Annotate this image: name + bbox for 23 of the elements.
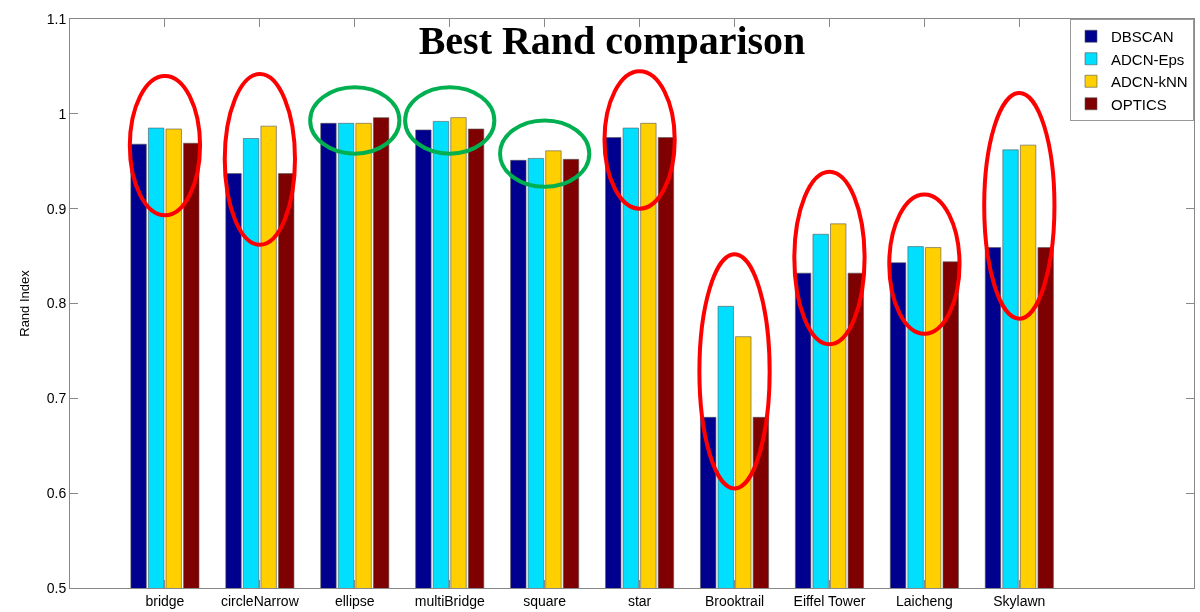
y-tick-label: 0.8 (46, 295, 67, 312)
x-tick-label: bridge (145, 592, 185, 609)
y-tick-label: 0.6 (46, 485, 67, 502)
x-tick-label: square (523, 592, 567, 609)
legend-label: OPTICS (1111, 95, 1167, 113)
legend-label: DBSCAN (1111, 28, 1174, 46)
x-tick-label: ellipse (334, 592, 375, 609)
y-tick-label: 1 (58, 105, 67, 122)
x-tick-label: Eiffel Tower (793, 592, 866, 609)
y-tick-label: 0.5 (46, 579, 67, 596)
x-tick-label: star (627, 592, 652, 609)
y-tick-label: 0.9 (46, 200, 67, 217)
x-tick-label: circleNarrow (220, 592, 300, 609)
y-axis-title: Rand Index (16, 269, 32, 337)
x-tick-label: multiBridge (414, 592, 485, 609)
legend-label: ADCN-kNN (1111, 73, 1188, 91)
x-tick-label: Laicheng (895, 592, 953, 609)
x-tick-label: Skylawn (993, 592, 1046, 609)
y-tick-label: 0.7 (46, 390, 67, 407)
legend-label: ADCN-Eps (1111, 50, 1185, 68)
y-tick-label: 1.1 (46, 10, 67, 27)
chart-title: Best Rand comparison (418, 17, 806, 63)
x-tick-label: Brooktrail (704, 592, 765, 609)
